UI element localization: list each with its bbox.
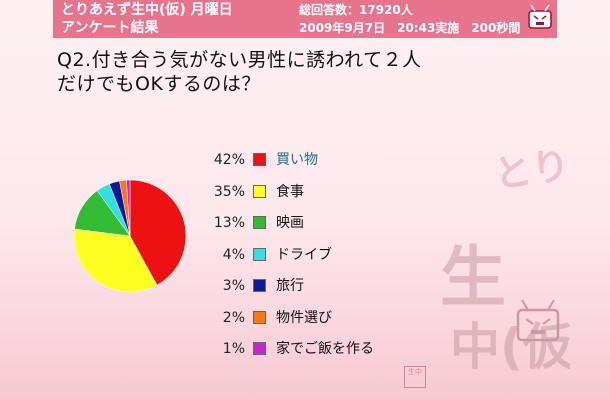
show-logo-watermark: とりあえず 生 中(仮)	[440, 150, 570, 376]
tv-mascot-watermark-icon	[516, 299, 560, 342]
pie-slice-1	[129, 179, 187, 286]
header-bar: とりあえず生中(仮) 月曜日 アンケート結果 総回答数：17920人 2009年…	[53, 0, 557, 38]
pie-slice-2	[73, 228, 158, 293]
legend-swatch-2	[253, 184, 266, 198]
legend-percent-4: 4%	[222, 246, 245, 263]
question-text: Q2.付き合う気がない男性に誘われて２人 だけでもOKするのは？	[57, 48, 537, 96]
legend-label-3: 映画	[276, 215, 304, 231]
svg-text:生: 生	[440, 239, 506, 316]
survey-datetime: 2009年9月7日 20:43実施 200秒間	[299, 21, 521, 35]
legend-percent-5: 3%	[222, 278, 245, 294]
legend-label-5: 旅行	[276, 278, 304, 294]
legend-swatch-7	[253, 342, 266, 355]
show-title: とりあえず生中(仮) 月曜日	[61, 2, 233, 18]
seal-stamp: 生中	[404, 366, 426, 388]
watermark-text-1: とりあえず	[491, 150, 570, 197]
pie-slice-7	[126, 179, 131, 237]
legend-swatch-4	[253, 247, 266, 261]
total-answers: 総回答数：17920人	[299, 3, 413, 17]
legend-label-2: 食事	[276, 183, 304, 200]
legend-swatch-3	[253, 216, 266, 229]
tv-mascot-icon	[528, 4, 552, 29]
legend-swatch-5	[253, 279, 266, 292]
legend-percent-7: 1%	[222, 341, 245, 357]
legend-label-6: 物件選び	[276, 309, 332, 326]
pie-chart	[73, 179, 187, 293]
legend-swatch-6	[253, 310, 266, 324]
question-line-1: Q2.付き合う気がない男性に誘われて２人	[57, 49, 422, 71]
legend-percent-2: 35%	[213, 183, 245, 200]
legend-swatch-1	[253, 153, 266, 166]
svg-text:中(仮): 中(仮)	[450, 318, 570, 376]
question-line-2: だけでもOKするのは？	[57, 73, 261, 95]
legend-label-1: 買い物	[276, 152, 318, 168]
legend-percent-3: 13%	[213, 215, 245, 231]
legend-percent-6: 2%	[222, 309, 245, 326]
results-subtitle: アンケート結果	[61, 20, 159, 36]
legend-label-4: ドライブ	[276, 246, 332, 263]
legend-label-7: 家でご飯を作る	[276, 341, 374, 357]
legend-percent-1: 42%	[213, 152, 245, 168]
